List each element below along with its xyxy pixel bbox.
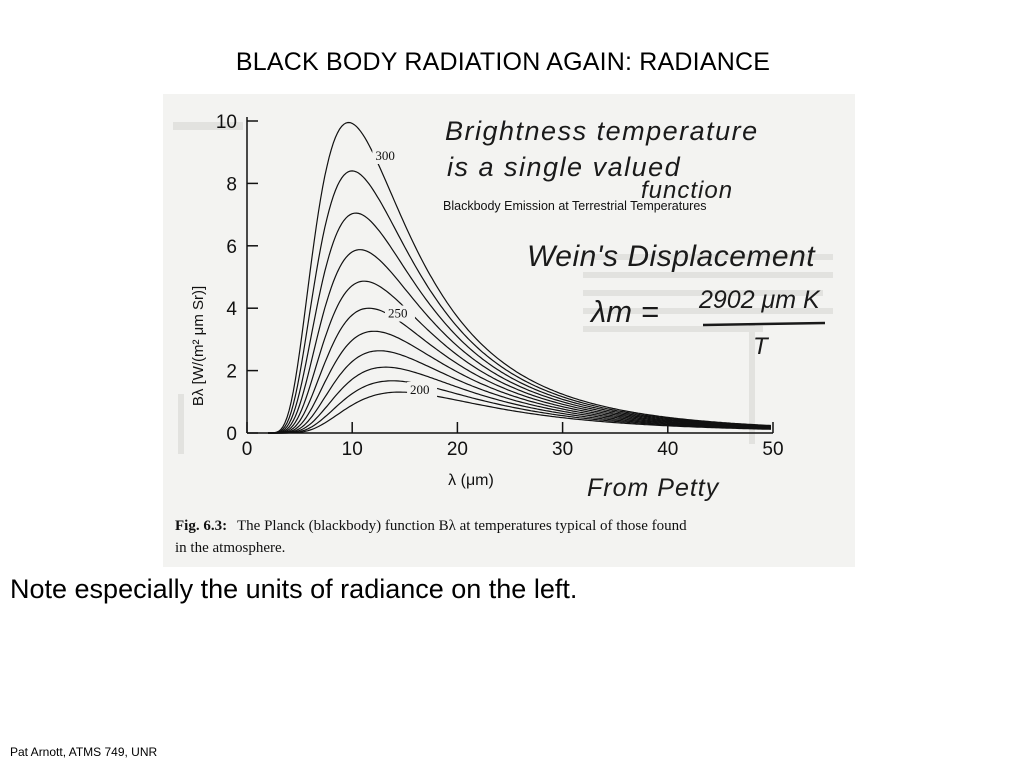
handwriting-line-2: is a single valued	[447, 152, 681, 182]
planck-curve-210k	[268, 380, 771, 434]
curve-label-bg	[372, 148, 403, 164]
planck-curve-270k	[268, 249, 771, 434]
x-tick-label: 20	[447, 439, 468, 460]
formula-numerator: 2902 μm K	[698, 286, 821, 314]
x-tick-label: 0	[242, 439, 253, 460]
handwriting-line-1: Brightness temperature	[445, 116, 759, 146]
figure-photo: 0 2 4 6 8 10 0 10 20 30 40 50 300 250 200 Blackbody …	[163, 94, 855, 567]
handwriting-credit: From Petty	[587, 474, 720, 502]
slide-title: BLACK BODY RADIATION AGAIN: RADIANCE	[235, 48, 771, 76]
y-axis: 0 2 4 6 8 10	[216, 112, 258, 445]
curve-label-300: 300	[375, 148, 395, 163]
x-axis-label: λ (μm)	[448, 472, 494, 489]
y-tick-label: 2	[226, 362, 237, 383]
chart-title: Blackbody Emission at Terrestrial Temper…	[443, 199, 707, 213]
curve-label-bg	[384, 305, 415, 322]
y-tick-label: 8	[226, 174, 237, 195]
caption-label: Fig. 6.3:	[175, 518, 227, 534]
y-tick-label: 4	[226, 299, 237, 320]
planck-curve-220k	[268, 366, 771, 434]
slide-footer: Pat Arnott, ATMS 749, UNR	[10, 745, 158, 759]
formula-fraction-bar	[702, 321, 826, 327]
y-tick-label: 0	[226, 424, 237, 445]
caption-text: The Planck (blackbody) function Bλ at te…	[237, 518, 687, 534]
y-tick-label: 6	[226, 237, 237, 258]
curve-labels: 300 250 200	[372, 148, 438, 398]
x-tick-label: 40	[657, 439, 678, 460]
planck-curve-250k	[268, 307, 771, 434]
planck-curve-230k	[268, 350, 771, 434]
curve-label-bg	[407, 382, 438, 398]
slide-note: Note especially the units of radiance on…	[10, 574, 578, 604]
y-tick-label: 10	[216, 112, 237, 133]
scan-texture	[173, 122, 833, 454]
x-tick-label: 30	[552, 439, 573, 460]
handwriting-line-4: Wein's Displacement	[527, 240, 816, 273]
caption-text-2: in the atmosphere.	[175, 540, 285, 556]
curve-label-250: 250	[388, 306, 408, 321]
x-axis: 0 10 20 30 40 50	[242, 422, 784, 460]
curve-label-200: 200	[410, 382, 430, 397]
planck-figure: 0 2 4 6 8 10 0 10 20 30 40 50 300 250 200 Blackbody …	[173, 112, 833, 556]
formula-denominator: T	[753, 333, 770, 360]
x-tick-label: 10	[342, 439, 363, 460]
formula-lhs: λm =	[589, 294, 659, 329]
y-axis-label: Bλ [W/(m² μm Sr)]	[190, 286, 207, 406]
planck-curve-200k	[268, 391, 771, 434]
handwriting-line-3: function	[641, 177, 733, 204]
x-tick-label: 50	[762, 439, 783, 460]
planck-curve-260k	[268, 280, 771, 434]
planck-curve-280k	[268, 212, 771, 434]
planck-curve-290k	[268, 170, 771, 434]
planck-curve-240k	[268, 330, 771, 434]
planck-curve-300k	[268, 121, 771, 434]
planck-curves	[268, 121, 771, 434]
